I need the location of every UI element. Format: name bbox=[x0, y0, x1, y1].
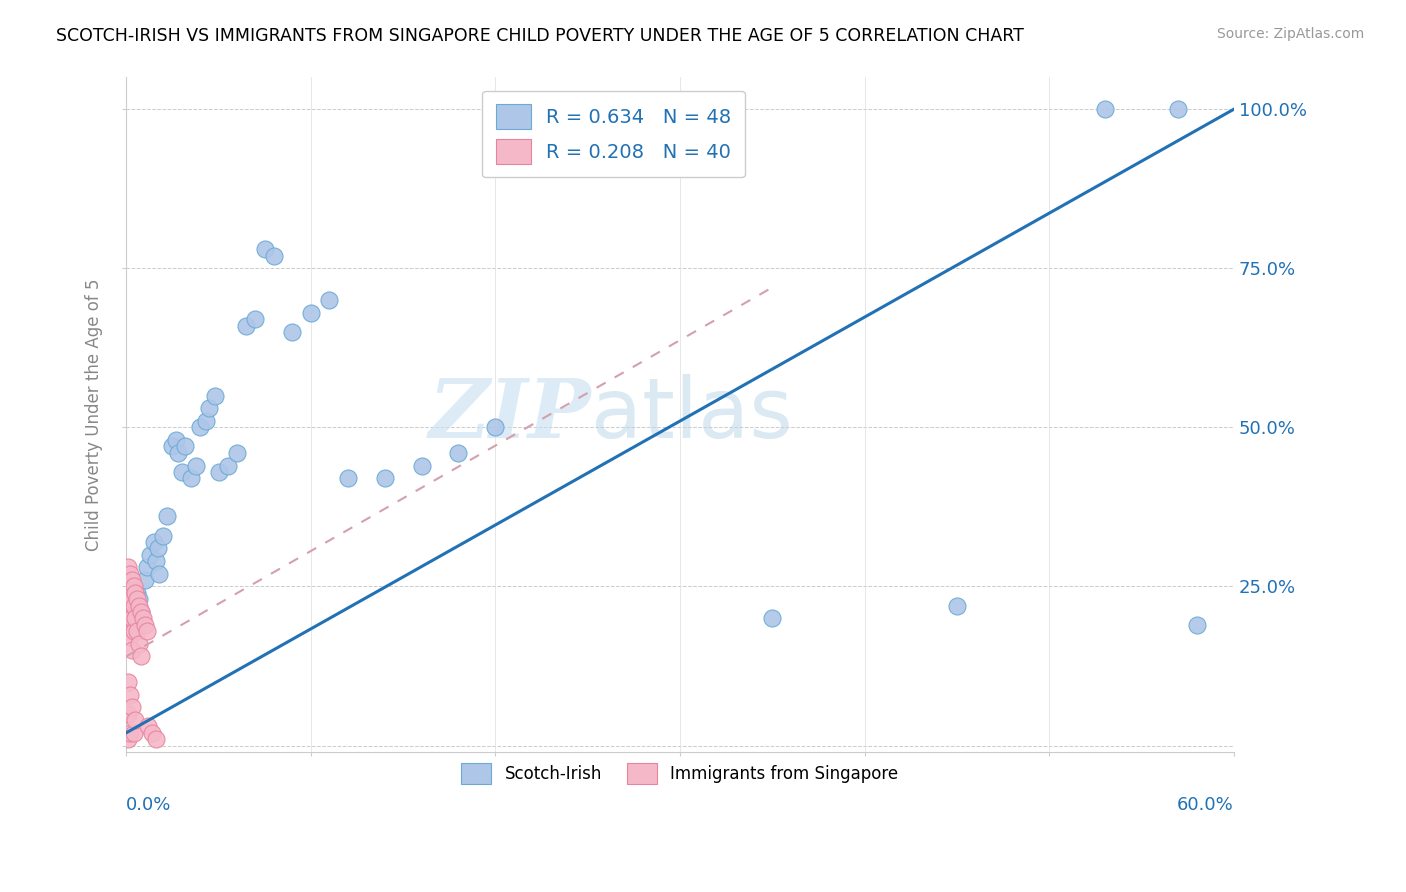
Point bbox=[207, 465, 229, 479]
Point bbox=[117, 674, 139, 689]
Point bbox=[336, 471, 359, 485]
Point bbox=[121, 592, 143, 607]
Point bbox=[152, 528, 174, 542]
Point bbox=[447, 446, 470, 460]
Point bbox=[235, 318, 257, 333]
Point bbox=[118, 599, 141, 613]
Point bbox=[156, 509, 179, 524]
Point bbox=[127, 586, 149, 600]
Point bbox=[186, 458, 208, 473]
Point bbox=[122, 579, 145, 593]
Point bbox=[129, 649, 152, 664]
Point bbox=[124, 599, 146, 613]
Point bbox=[174, 440, 197, 454]
Point bbox=[226, 446, 249, 460]
Point bbox=[132, 611, 155, 625]
Point bbox=[129, 605, 152, 619]
Point bbox=[263, 249, 285, 263]
Point bbox=[122, 726, 145, 740]
Point bbox=[124, 586, 146, 600]
Point bbox=[217, 458, 239, 473]
Point bbox=[162, 440, 184, 454]
Point bbox=[117, 599, 139, 613]
Point bbox=[135, 560, 157, 574]
Point bbox=[127, 592, 149, 607]
Point bbox=[281, 325, 304, 339]
Text: 60.0%: 60.0% bbox=[1177, 796, 1234, 814]
Point bbox=[1167, 102, 1189, 116]
Point bbox=[118, 605, 141, 619]
Point bbox=[128, 637, 150, 651]
Point bbox=[117, 732, 139, 747]
Point bbox=[145, 554, 167, 568]
Point bbox=[374, 471, 396, 485]
Point bbox=[180, 471, 202, 485]
Point bbox=[318, 293, 340, 307]
Point bbox=[117, 586, 139, 600]
Point bbox=[946, 599, 969, 613]
Text: ZIP: ZIP bbox=[429, 375, 592, 455]
Point bbox=[118, 631, 141, 645]
Point bbox=[121, 611, 143, 625]
Point bbox=[194, 414, 217, 428]
Point bbox=[124, 713, 146, 727]
Point bbox=[127, 624, 149, 638]
Point bbox=[118, 611, 141, 625]
Point bbox=[134, 573, 156, 587]
Point bbox=[128, 592, 150, 607]
Point bbox=[135, 624, 157, 638]
Point bbox=[118, 726, 141, 740]
Point bbox=[411, 458, 433, 473]
Point bbox=[138, 719, 160, 733]
Text: atlas: atlas bbox=[592, 374, 793, 455]
Point bbox=[124, 611, 146, 625]
Point bbox=[117, 706, 139, 721]
Text: Source: ZipAtlas.com: Source: ZipAtlas.com bbox=[1216, 27, 1364, 41]
Point bbox=[198, 401, 221, 416]
Point bbox=[118, 566, 141, 581]
Point bbox=[1185, 617, 1208, 632]
Point bbox=[122, 611, 145, 625]
Point bbox=[121, 700, 143, 714]
Y-axis label: Child Poverty Under the Age of 5: Child Poverty Under the Age of 5 bbox=[86, 278, 103, 551]
Legend: Scotch-Irish, Immigrants from Singapore: Scotch-Irish, Immigrants from Singapore bbox=[451, 753, 908, 794]
Point bbox=[117, 560, 139, 574]
Point bbox=[134, 617, 156, 632]
Text: 0.0%: 0.0% bbox=[127, 796, 172, 814]
Point bbox=[145, 732, 167, 747]
Point bbox=[121, 573, 143, 587]
Point bbox=[121, 592, 143, 607]
Text: SCOTCH-IRISH VS IMMIGRANTS FROM SINGAPORE CHILD POVERTY UNDER THE AGE OF 5 CORRE: SCOTCH-IRISH VS IMMIGRANTS FROM SINGAPOR… bbox=[56, 27, 1024, 45]
Point bbox=[142, 535, 165, 549]
Point bbox=[170, 465, 193, 479]
Point bbox=[121, 643, 143, 657]
Point bbox=[122, 624, 145, 638]
Point bbox=[245, 312, 267, 326]
Point bbox=[761, 611, 783, 625]
Point bbox=[117, 599, 139, 613]
Point bbox=[117, 611, 139, 625]
Point bbox=[167, 446, 190, 460]
Point bbox=[204, 388, 226, 402]
Point bbox=[148, 566, 170, 581]
Point bbox=[139, 548, 162, 562]
Point bbox=[146, 541, 169, 556]
Point bbox=[122, 599, 145, 613]
Point bbox=[1094, 102, 1116, 116]
Point bbox=[165, 433, 187, 447]
Point bbox=[118, 688, 141, 702]
Point bbox=[117, 624, 139, 638]
Point bbox=[484, 420, 506, 434]
Point bbox=[129, 605, 152, 619]
Point bbox=[253, 242, 276, 256]
Point bbox=[299, 306, 322, 320]
Point bbox=[117, 573, 139, 587]
Point bbox=[141, 726, 163, 740]
Point bbox=[128, 599, 150, 613]
Point bbox=[118, 579, 141, 593]
Point bbox=[188, 420, 211, 434]
